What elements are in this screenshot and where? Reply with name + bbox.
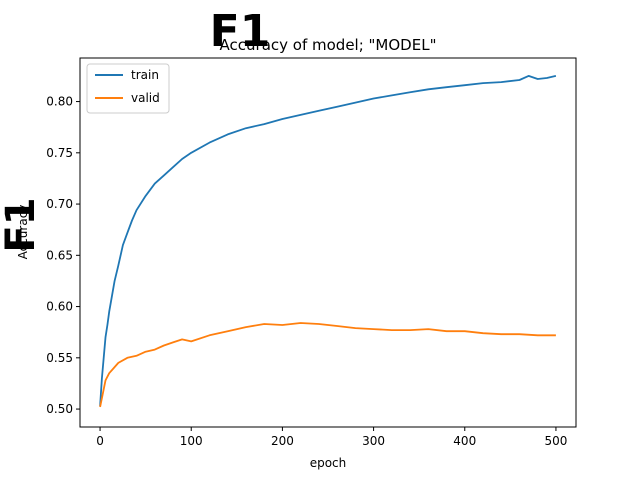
- plot-frame: [79, 57, 577, 428]
- y-tick-label: 0.70: [46, 197, 73, 211]
- y-tick-label: 0.80: [46, 95, 73, 109]
- y-tick-label: 0.55: [46, 351, 73, 365]
- y-tick-label: 0.60: [46, 300, 73, 314]
- x-tick-label: 200: [271, 434, 294, 448]
- series-line-valid: [99, 322, 556, 408]
- y-axis: 0.50 0.55 0.60 0.65 0.70 0.75 0.80: [46, 95, 80, 416]
- x-tick-label: 400: [453, 434, 476, 448]
- legend-train-label: train: [131, 68, 159, 82]
- chart-title: Accuracy of model; "MODEL": [220, 36, 437, 54]
- series-line-train: [99, 75, 557, 407]
- y-tick-label: 0.50: [46, 402, 73, 416]
- x-tick-label: 100: [180, 434, 203, 448]
- plot-lines: [99, 75, 557, 408]
- y-axis-label-overwrite: F1: [0, 197, 44, 252]
- legend-valid-label: valid: [131, 91, 160, 105]
- x-tick-label: 300: [362, 434, 385, 448]
- y-tick-label: 0.65: [46, 248, 73, 262]
- x-tick-label: 500: [544, 434, 567, 448]
- x-axis-label: epoch: [310, 456, 347, 470]
- x-tick-label: 0: [96, 434, 104, 448]
- legend-box: [86, 63, 170, 114]
- legend: train valid: [86, 63, 170, 114]
- x-axis: 0 100 200 300 400 500: [96, 427, 567, 448]
- y-axis-label: Accuracy: [16, 205, 30, 260]
- y-tick-label: 0.75: [46, 146, 73, 160]
- chart-title-overwrite: F1: [210, 6, 271, 57]
